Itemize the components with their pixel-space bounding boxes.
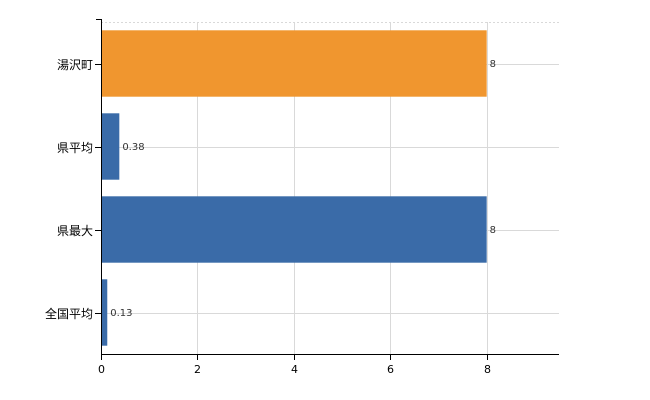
bar-0 [101,30,487,97]
data-label-3: 0.13 [110,308,132,319]
category-label-2: 県最大 [57,224,93,238]
data-label-1: 0.38 [122,142,144,153]
data-labels: 8 0.38 8 0.13 [110,59,496,319]
x-tick-label-4: 4 [291,363,298,376]
x-tick-label-2: 2 [194,363,201,376]
bar-3 [101,279,108,346]
bar-1 [101,113,120,180]
x-tick-label-0: 0 [98,363,105,376]
category-label-0: 湯沢町 [57,58,93,72]
category-label-3: 全国平均 [45,306,93,321]
data-label-2: 8 [490,225,496,236]
bars [101,30,487,346]
category-label-1: 県平均 [57,141,93,155]
data-label-0: 8 [490,59,496,70]
x-tick-label-6: 6 [387,363,394,376]
bar-2 [101,196,487,263]
x-tick-label-8: 8 [484,363,491,376]
